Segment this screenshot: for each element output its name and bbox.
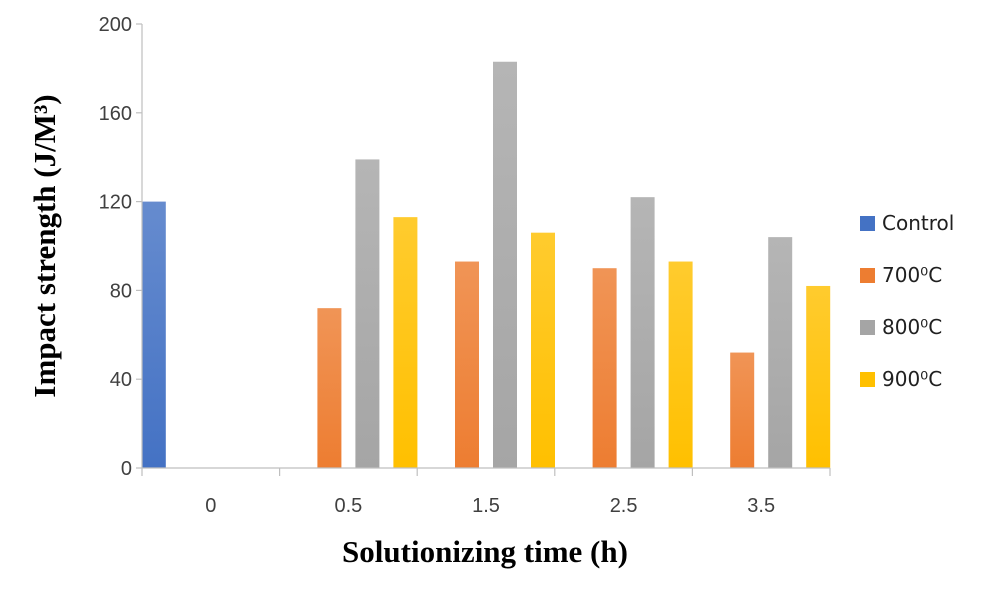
bar: [531, 232, 555, 468]
legend-swatch: [860, 268, 875, 283]
legend-label: 800⁰C: [882, 315, 942, 339]
legend-swatch: [860, 216, 875, 231]
legend-swatch: [860, 320, 875, 335]
bar: [730, 352, 755, 468]
legend-label: 900⁰C: [882, 367, 942, 391]
bar: [668, 261, 693, 468]
y-tick-label: 200: [99, 14, 132, 36]
bar: [592, 268, 617, 468]
y-tick-label: 80: [110, 280, 132, 302]
bar: [806, 285, 831, 468]
x-tick-label: 1.5: [472, 495, 500, 517]
bar: [355, 159, 380, 469]
y-tick-label: 40: [110, 369, 132, 391]
x-ticks: 0 0.5 1.5 2.5 3.5: [141, 468, 831, 517]
bar: [141, 201, 166, 468]
y-tick-label: 120: [99, 192, 132, 214]
bar: [317, 308, 342, 468]
legend: Control 700⁰C 800⁰C 900⁰C: [860, 211, 954, 391]
y-axis-title: Impact strength (J/M³): [27, 94, 62, 397]
y-ticks: 0 40 80 120 160 200: [99, 14, 142, 480]
x-tick-label: 0.5: [334, 495, 362, 517]
y-tick-label: 160: [99, 103, 132, 125]
legend-swatch: [860, 372, 875, 387]
bar: [455, 261, 479, 468]
legend-label: Control: [882, 211, 954, 235]
bar: [393, 217, 418, 468]
x-tick-label: 2.5: [610, 495, 638, 517]
x-axis-title: Solutionizing time (h): [342, 534, 628, 569]
legend-label: 700⁰C: [882, 263, 942, 287]
bar: [493, 61, 517, 469]
bar: [768, 237, 793, 468]
y-tick-label: 0: [121, 458, 132, 480]
x-tick-label: 0: [205, 495, 216, 517]
x-tick-label: 3.5: [747, 495, 775, 517]
bars-layer: [141, 61, 831, 469]
bar: [630, 197, 655, 468]
